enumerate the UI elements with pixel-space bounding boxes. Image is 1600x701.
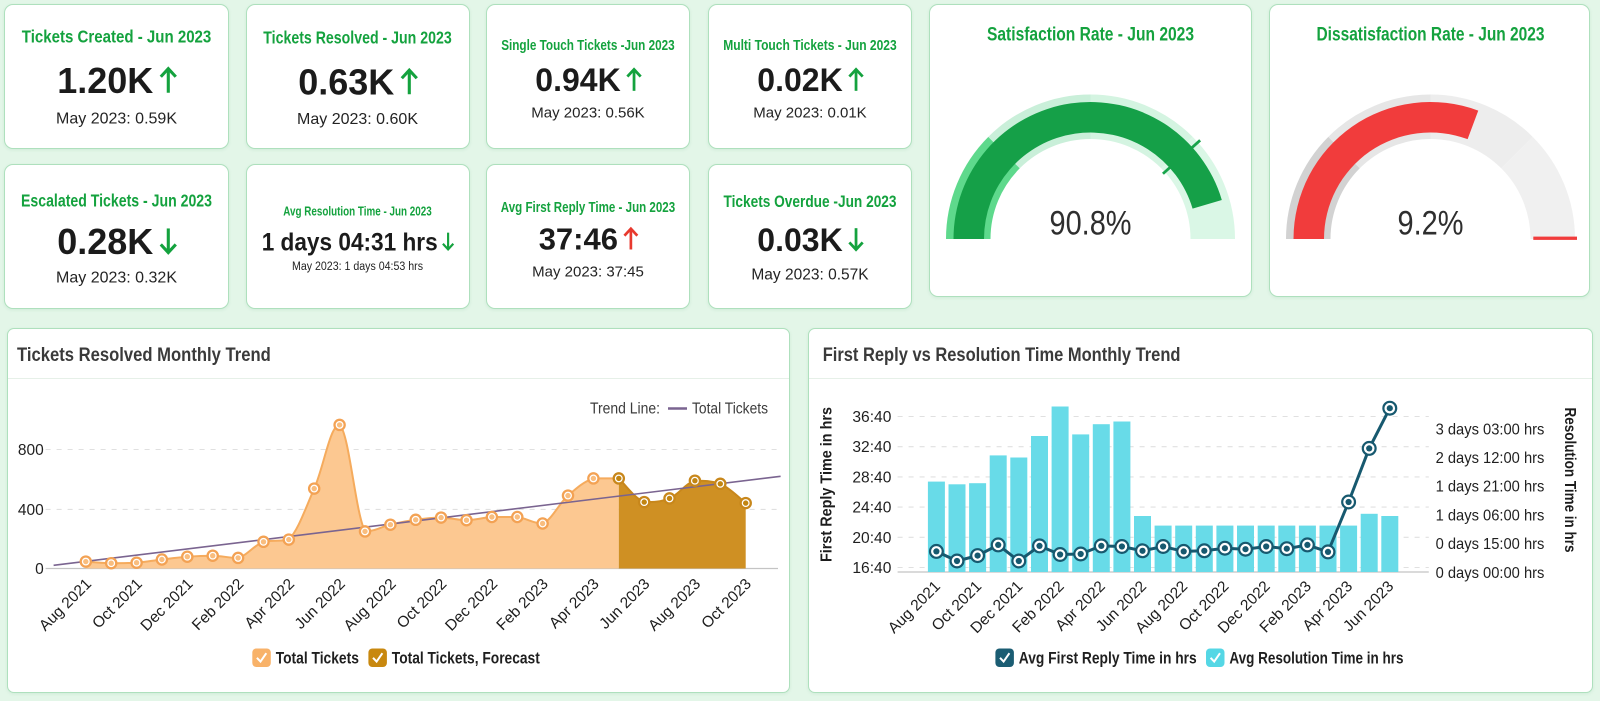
svg-text:Aug 2023: Aug 2023 [645,576,704,635]
svg-text:Trend Line:: Trend Line: [590,401,660,418]
svg-text:400: 400 [18,502,44,519]
svg-text:Multi Touch Tickets - Jun 2023: Multi Touch Tickets - Jun 2023 [723,38,897,54]
svg-text:Oct 2023: Oct 2023 [698,576,755,633]
svg-text:First Reply Time in hrs: First Reply Time in hrs [819,407,836,562]
svg-text:Escalated Tickets - Jun 2023: Escalated Tickets - Jun 2023 [21,190,212,210]
svg-text:Apr 2023: Apr 2023 [546,576,603,633]
svg-text:Avg First Reply Time in hrs: Avg First Reply Time in hrs [1019,650,1197,668]
svg-text:0: 0 [35,561,44,578]
svg-text:Dec 2022: Dec 2022 [442,576,501,635]
svg-text:Avg Resolution Time in hrs: Avg Resolution Time in hrs [1229,650,1403,668]
svg-text:Tickets Created - Jun 2023: Tickets Created - Jun 2023 [22,26,212,46]
svg-text:Jun 2023: Jun 2023 [596,576,653,633]
svg-text:Avg Resolution Time - Jun 2023: Avg Resolution Time - Jun 2023 [283,204,431,219]
svg-text:May 2023: 0.59K: May 2023: 0.59K [56,110,177,127]
svg-text:1 days 04:31 hrs: 1 days 04:31 hrs [262,229,438,257]
svg-text:Aug 2022: Aug 2022 [341,576,400,635]
svg-text:0.03K: 0.03K [757,222,842,258]
svg-text:May 2023: 0.32K: May 2023: 0.32K [56,270,177,287]
svg-text:32:40: 32:40 [852,439,891,456]
svg-text:Total Tickets: Total Tickets [692,401,768,418]
svg-text:800: 800 [18,442,44,459]
svg-text:37:46: 37:46 [539,222,618,257]
svg-text:Total Tickets, Forecast: Total Tickets, Forecast [392,650,540,668]
svg-text:0 days 00:00 hrs: 0 days 00:00 hrs [1436,565,1545,582]
svg-text:Oct 2022: Oct 2022 [394,576,451,633]
svg-text:Avg First Reply Time - Jun 202: Avg First Reply Time - Jun 2023 [501,200,675,216]
svg-text:0.02K: 0.02K [757,62,842,98]
svg-text:28:40: 28:40 [852,469,891,486]
svg-text:First Reply vs Resolution Time: First Reply vs Resolution Time Monthly T… [823,345,1181,366]
svg-text:9.2%: 9.2% [1398,204,1464,242]
svg-text:Tickets Overdue -Jun 2023: Tickets Overdue -Jun 2023 [724,192,897,211]
svg-text:36:40: 36:40 [852,409,891,426]
svg-text:May 2023: 1 days 04:53 hrs: May 2023: 1 days 04:53 hrs [292,261,423,273]
svg-text:Satisfaction Rate - Jun 2023: Satisfaction Rate - Jun 2023 [987,24,1194,45]
svg-text:Tickets Resolved - Jun 2023: Tickets Resolved - Jun 2023 [263,27,452,47]
svg-text:24:40: 24:40 [852,500,891,517]
svg-text:Feb 2023: Feb 2023 [493,576,551,634]
svg-text:May 2023: 37:45: May 2023: 37:45 [532,263,644,280]
svg-text:Feb 2022: Feb 2022 [189,576,247,634]
svg-text:Resolution Time in hrs: Resolution Time in hrs [1561,408,1578,553]
svg-text:May 2023: 0.56K: May 2023: 0.56K [531,104,644,121]
svg-text:1.20K: 1.20K [57,60,153,101]
svg-text:3 days 03:00 hrs: 3 days 03:00 hrs [1436,421,1545,438]
svg-text:0.28K: 0.28K [57,221,153,262]
svg-text:Tickets Resolved Monthly Trend: Tickets Resolved Monthly Trend [17,345,271,366]
svg-text:Total Tickets: Total Tickets [276,650,359,668]
svg-text:1 days 21:00 hrs: 1 days 21:00 hrs [1436,479,1545,496]
svg-text:0.63K: 0.63K [298,62,394,103]
svg-text:2 days 12:00 hrs: 2 days 12:00 hrs [1436,450,1545,467]
svg-text:1 days 06:00 hrs: 1 days 06:00 hrs [1436,507,1545,524]
svg-text:Apr 2022: Apr 2022 [242,576,299,633]
svg-text:Dissatisfaction Rate - Jun 202: Dissatisfaction Rate - Jun 2023 [1317,24,1545,45]
svg-text:Aug 2021: Aug 2021 [36,576,95,635]
svg-text:20:40: 20:40 [852,530,891,547]
svg-text:0 days 15:00 hrs: 0 days 15:00 hrs [1436,536,1545,553]
svg-text:May 2023: 0.01K: May 2023: 0.01K [753,104,866,121]
svg-text:May 2023: 0.60K: May 2023: 0.60K [297,111,418,128]
svg-text:Dec 2021: Dec 2021 [138,576,197,635]
svg-text:90.8%: 90.8% [1050,204,1132,242]
svg-text:May 2023: 0.57K: May 2023: 0.57K [751,267,869,284]
svg-text:Jun 2022: Jun 2022 [292,576,349,633]
svg-text:0.94K: 0.94K [535,62,620,98]
svg-text:Single Touch Tickets -Jun 2023: Single Touch Tickets -Jun 2023 [501,38,675,54]
svg-text:16:40: 16:40 [852,560,891,577]
